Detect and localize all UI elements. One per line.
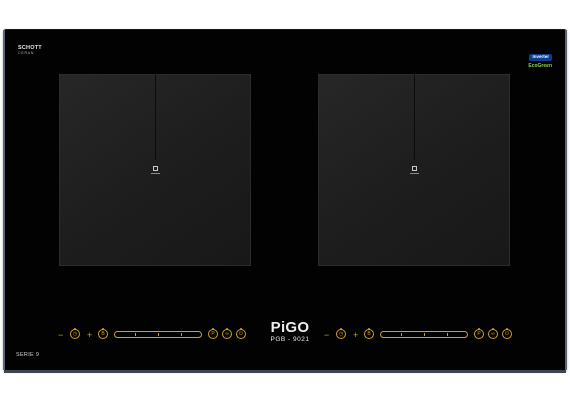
keep-warm-icon[interactable]: ∞ <box>222 328 232 339</box>
zone-divider-line <box>414 74 415 160</box>
timer-icon[interactable]: ◷ <box>336 328 346 339</box>
pause-icon[interactable]: P <box>208 328 218 339</box>
boost-icon[interactable]: B <box>364 328 374 339</box>
model-number: PGB - 9021 <box>270 336 310 343</box>
pigo-logo: PiGO PGB - 9021 <box>266 320 314 344</box>
zone-divider-line <box>155 74 156 160</box>
plus-button[interactable]: + <box>353 330 359 340</box>
ecogreen-label: EcoGreen <box>528 63 552 69</box>
right-steel-edge <box>565 30 567 370</box>
ceran-label: CERAN <box>18 50 35 55</box>
plus-button[interactable]: + <box>87 330 93 340</box>
series-label: SERIE 9 <box>16 352 40 358</box>
minus-button[interactable]: − <box>324 330 330 340</box>
power-slider[interactable] <box>380 331 468 338</box>
timer-icon[interactable]: ◷ <box>70 328 80 339</box>
power-slider[interactable] <box>114 331 202 338</box>
schott-label: SCHOTT <box>18 45 42 51</box>
cooking-zone-left[interactable] <box>59 74 251 266</box>
power-icon[interactable]: ⏻ <box>502 328 512 339</box>
boost-icon[interactable]: B <box>98 328 108 339</box>
left-steel-edge <box>3 30 5 370</box>
right-touch-controls: − ◷ + B P ∞ ⏻ <box>324 326 514 344</box>
induction-hob-panel: SCHOTT CERAN Inverter EcoGreen − ◷ + B P… <box>3 30 567 373</box>
pause-icon[interactable]: P <box>474 328 484 339</box>
power-icon[interactable]: ⏻ <box>236 328 246 339</box>
brand-name: PiGO <box>270 319 310 336</box>
bridge-zone-icon <box>409 166 420 174</box>
bottom-steel-edge <box>4 370 566 373</box>
cooking-zone-right[interactable] <box>318 74 510 266</box>
left-touch-controls: − ◷ + B P ∞ ⏻ <box>58 326 248 344</box>
schott-ceran-logo: SCHOTT CERAN <box>18 45 42 55</box>
inverter-badge: Inverter <box>529 54 552 61</box>
bridge-zone-icon <box>150 166 161 174</box>
keep-warm-icon[interactable]: ∞ <box>488 328 498 339</box>
minus-button[interactable]: − <box>58 330 64 340</box>
inverter-ecogreen-logo: Inverter EcoGreen <box>528 46 552 69</box>
